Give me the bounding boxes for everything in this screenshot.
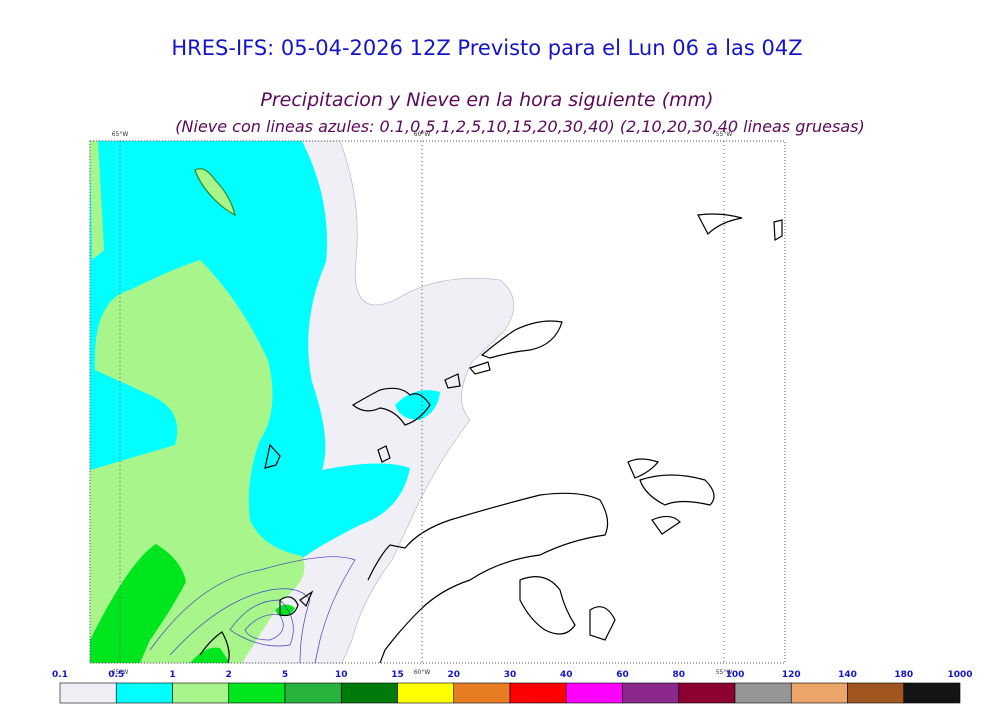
color-swatch [59, 682, 117, 704]
color-swatch [847, 682, 905, 704]
color-swatch [453, 682, 511, 704]
legend-label: 10 [335, 670, 348, 680]
legend-label: 1000 [947, 670, 972, 680]
meridian-label: 60°W [414, 669, 431, 676]
color-swatch [228, 682, 286, 704]
legend-label: 80 [672, 670, 685, 680]
color-swatch [172, 682, 230, 704]
color-swatch [284, 682, 342, 704]
precip-1 [90, 141, 305, 663]
note: (Nieve con lineas azules: 0.1,0,5,1,2,5,… [175, 117, 864, 136]
colorbar: 0.1 0.5 1 2 5 10 15 20 30 40 60 80 100 120 140 180 1000 [52, 670, 973, 704]
legend-label: 5 [282, 670, 288, 680]
legend-label: 15 [391, 670, 404, 680]
precip-2 [90, 544, 295, 663]
color-swatch [509, 682, 567, 704]
map-frame [89, 140, 786, 664]
meridian-label: 60°W [414, 131, 431, 138]
color-swatch [678, 682, 736, 704]
meridian-label: 65°W [112, 131, 129, 138]
color-swatch [734, 682, 792, 704]
subtitle: Precipitacion y Nieve en la hora siguien… [260, 89, 713, 111]
legend-label: 0.1 [52, 670, 68, 680]
color-swatch [622, 682, 680, 704]
legend-label: 120 [782, 670, 801, 680]
meridian-label: 55°W [716, 669, 733, 676]
color-swatch [397, 682, 455, 704]
color-swatch [340, 682, 398, 704]
legend-label: 40 [560, 670, 573, 680]
legend-label: 2 [226, 670, 232, 680]
legend-label: 1 [169, 670, 175, 680]
legend-label: 20 [447, 670, 460, 680]
legend-label: 180 [894, 670, 913, 680]
legend-label: 140 [838, 670, 857, 680]
color-swatch [903, 682, 961, 704]
color-swatch [115, 682, 173, 704]
title: HRES-IFS: 05-04-2026 12Z Previsto para e… [171, 36, 802, 60]
meridian-label: 55°W [716, 131, 733, 138]
color-swatch [565, 682, 623, 704]
legend-label: 0.5 [108, 670, 124, 680]
meridians: 65°W 65°W 60°W 60°W 55°W 55°W [112, 131, 733, 676]
map: 65°W 65°W 60°W 60°W 55°W 55°W [89, 131, 786, 676]
color-swatch [790, 682, 848, 704]
legend-label: 60 [616, 670, 629, 680]
meridian-label: 65°W [112, 669, 129, 676]
snow-contours [149, 556, 356, 664]
legend-label: 100 [726, 670, 745, 680]
legend-label: 30 [504, 670, 517, 680]
coastline [194, 168, 783, 664]
